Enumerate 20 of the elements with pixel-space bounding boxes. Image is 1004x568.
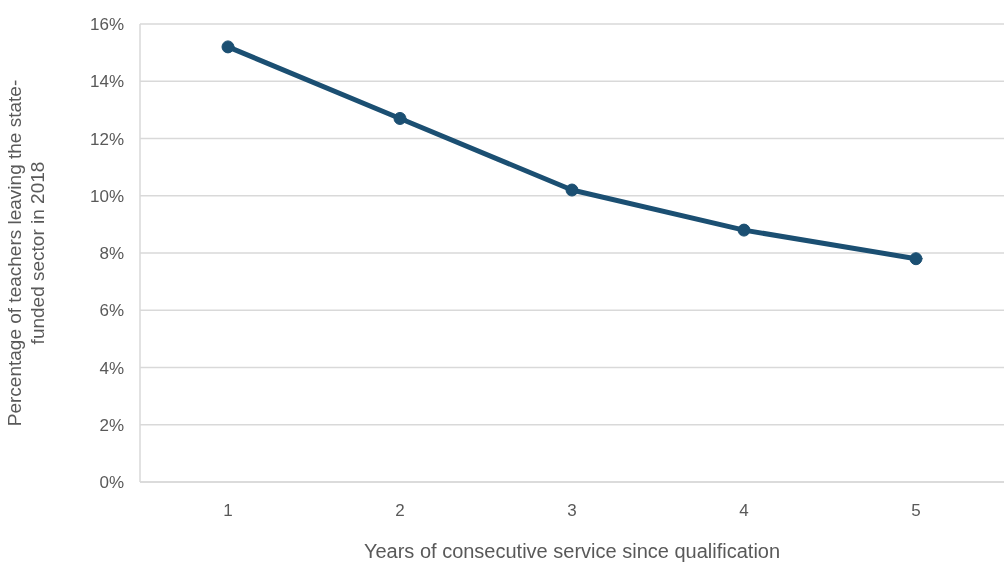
point (221, 40, 235, 54)
y-tick-label: 4% (99, 358, 124, 378)
y-tick-label: 8% (99, 244, 124, 264)
x-axis-title: Years of consecutive service since qualification (363, 540, 781, 562)
y-tick-label: 2% (99, 415, 124, 435)
y-tick-label: 6% (99, 301, 124, 321)
y-tick-label: 12% (89, 129, 124, 149)
y-tick-label: 14% (89, 72, 124, 92)
point (565, 183, 579, 197)
y-tick-label: 10% (89, 186, 124, 206)
point (737, 223, 751, 237)
point (393, 111, 407, 125)
y-tick-label: 0% (99, 473, 124, 493)
y-tick-label: 16% (89, 15, 124, 35)
point (909, 252, 923, 266)
x-tick-label: 1 (223, 501, 233, 521)
x-tick-label: 3 (567, 501, 577, 521)
x-tick-label: 4 (739, 501, 749, 521)
x-tick-label: 5 (911, 501, 921, 521)
x-tick-label: 2 (395, 501, 405, 521)
